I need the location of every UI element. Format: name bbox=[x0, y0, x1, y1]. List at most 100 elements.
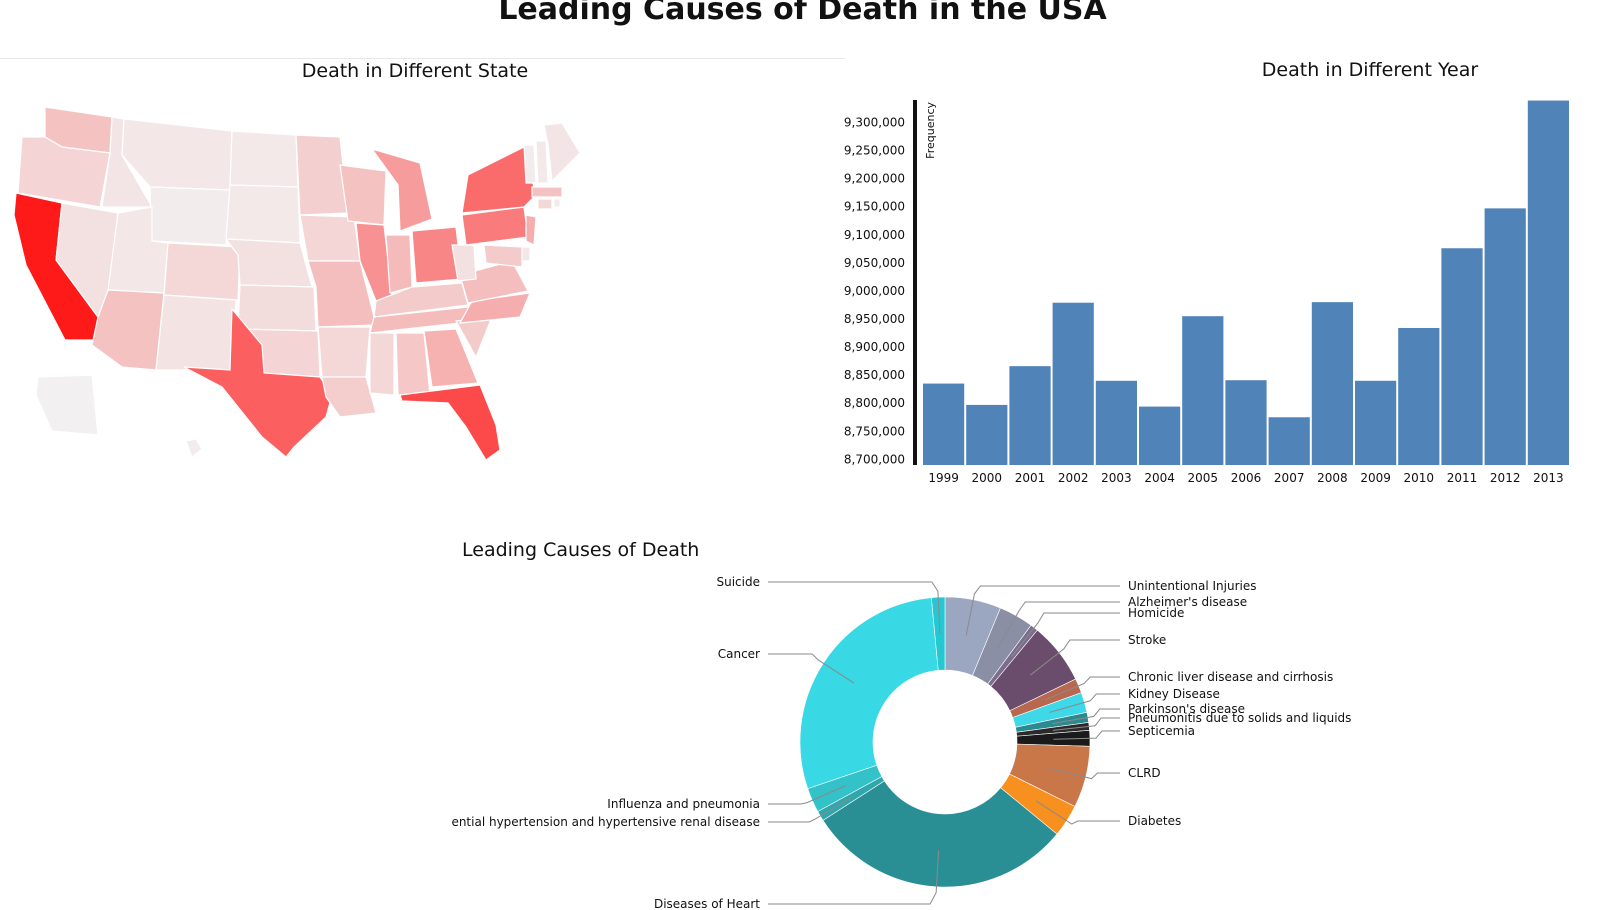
state-hi[interactable] bbox=[185, 438, 203, 458]
y-tick-label: 9,200,000 bbox=[844, 172, 905, 186]
slice-leader-line bbox=[1044, 676, 1120, 701]
bar-2000[interactable] bbox=[966, 404, 1008, 465]
x-tick-label: 2002 bbox=[1058, 471, 1089, 485]
slice-label: Septicemia bbox=[1128, 724, 1195, 738]
slice-label: Cancer bbox=[718, 647, 760, 661]
slice-label: CLRD bbox=[1128, 766, 1161, 780]
y-tick-label: 8,800,000 bbox=[844, 396, 905, 410]
slice-leader-line bbox=[1030, 639, 1120, 676]
y-tick-label: 9,300,000 bbox=[844, 115, 905, 129]
pie-chart-title: Leading Causes of Death bbox=[462, 539, 700, 561]
slice-label: Diseases of Heart bbox=[654, 897, 760, 910]
state-nj[interactable] bbox=[525, 214, 537, 246]
bar-2007[interactable] bbox=[1268, 417, 1310, 465]
state-ga[interactable] bbox=[423, 328, 479, 388]
section-divider bbox=[0, 58, 845, 59]
state-mo[interactable] bbox=[307, 260, 377, 328]
slice-leader-line bbox=[1052, 717, 1120, 731]
x-tick-label: 1999 bbox=[928, 471, 959, 485]
y-axis-label: Frequency bbox=[924, 102, 937, 159]
bar-2009[interactable] bbox=[1355, 380, 1397, 465]
state-ri[interactable] bbox=[553, 198, 561, 208]
x-tick-label: 2010 bbox=[1404, 471, 1435, 485]
x-tick-label: 2005 bbox=[1188, 471, 1219, 485]
state-md[interactable] bbox=[483, 244, 523, 268]
slice-label: ential hypertension and hypertensive ren… bbox=[451, 815, 760, 829]
x-tick-label: 2012 bbox=[1490, 471, 1521, 485]
y-tick-label: 9,250,000 bbox=[844, 144, 905, 158]
slice-leader-line bbox=[1051, 708, 1120, 725]
y-tick-label: 8,750,000 bbox=[844, 424, 905, 438]
slice-leader-line bbox=[1011, 612, 1120, 657]
bar-2011[interactable] bbox=[1441, 248, 1483, 465]
y-tick-label: 8,950,000 bbox=[844, 312, 905, 326]
state-tx[interactable] bbox=[183, 307, 333, 458]
y-tick-label: 9,000,000 bbox=[844, 284, 905, 298]
bar-2012[interactable] bbox=[1484, 208, 1526, 465]
x-tick-label: 2007 bbox=[1274, 471, 1305, 485]
map-title: Death in Different State bbox=[301, 60, 529, 82]
y-tick-label: 8,900,000 bbox=[844, 340, 905, 354]
state-va[interactable] bbox=[459, 260, 529, 304]
state-ma[interactable] bbox=[531, 186, 563, 198]
x-tick-label: 2008 bbox=[1317, 471, 1348, 485]
slice-label: Chronic liver disease and cirrhosis bbox=[1128, 670, 1333, 684]
slice-leader-line bbox=[768, 581, 941, 634]
slice-14[interactable] bbox=[799, 597, 939, 790]
slice-label: Homicide bbox=[1128, 606, 1184, 620]
state-nh[interactable] bbox=[535, 140, 549, 184]
state-co[interactable] bbox=[163, 242, 241, 301]
y-tick-label: 8,700,000 bbox=[844, 452, 905, 466]
bar-2001[interactable] bbox=[1009, 366, 1051, 465]
y-tick-label: 9,050,000 bbox=[844, 256, 905, 270]
slice-leader-line bbox=[768, 796, 852, 823]
bar-2008[interactable] bbox=[1311, 302, 1353, 465]
state-vt[interactable] bbox=[523, 144, 537, 184]
slice-leader-line bbox=[965, 585, 1120, 636]
state-me[interactable] bbox=[543, 122, 581, 183]
bar-1999[interactable] bbox=[923, 383, 965, 465]
slice-leader-line bbox=[1035, 800, 1120, 825]
state-mi[interactable] bbox=[370, 147, 433, 232]
x-tick-label: 2013 bbox=[1533, 471, 1564, 485]
bar-2010[interactable] bbox=[1398, 327, 1440, 465]
slice-label: Suicide bbox=[717, 575, 761, 589]
slice-label: Influenza and pneumonia bbox=[607, 797, 760, 811]
state-ct[interactable] bbox=[537, 198, 553, 210]
state-ny[interactable] bbox=[461, 146, 537, 214]
slice-15[interactable] bbox=[931, 596, 946, 671]
y-tick-label: 8,850,000 bbox=[844, 368, 905, 382]
bar-2006[interactable] bbox=[1225, 380, 1267, 465]
slice-leader-line bbox=[768, 785, 846, 805]
bar-2003[interactable] bbox=[1095, 380, 1137, 465]
page-title: Leading Causes of Death in the USA bbox=[498, 0, 1107, 27]
bar-2005[interactable] bbox=[1182, 316, 1224, 465]
slice-11[interactable] bbox=[822, 780, 1058, 888]
x-tick-label: 2004 bbox=[1144, 471, 1175, 485]
slice-leader-line bbox=[768, 653, 855, 684]
slice-label: Kidney Disease bbox=[1128, 687, 1220, 701]
us-choropleth-map[interactable] bbox=[0, 95, 600, 475]
slice-leader-line bbox=[1053, 730, 1120, 740]
state-ms[interactable] bbox=[369, 332, 395, 396]
x-tick-label: 2006 bbox=[1231, 471, 1262, 485]
slice-leader-line bbox=[1049, 693, 1120, 713]
x-tick-label: 2001 bbox=[1015, 471, 1046, 485]
slice-leader-line bbox=[1050, 767, 1120, 780]
state-layer bbox=[13, 106, 581, 461]
y-tick-label: 9,150,000 bbox=[844, 200, 905, 214]
slice-leader-line bbox=[997, 601, 1120, 648]
state-fl[interactable] bbox=[399, 384, 501, 461]
state-la[interactable] bbox=[321, 376, 377, 418]
y-tick-label: 9,100,000 bbox=[844, 228, 905, 242]
bar-2004[interactable] bbox=[1139, 406, 1181, 465]
bar-2002[interactable] bbox=[1052, 302, 1094, 465]
x-tick-label: 2000 bbox=[972, 471, 1003, 485]
slice-label: Alzheimer's disease bbox=[1128, 595, 1247, 609]
state-ak[interactable] bbox=[35, 374, 99, 436]
x-tick-label: 2009 bbox=[1360, 471, 1391, 485]
slice-label: Pneumonitis due to solids and liquids bbox=[1128, 711, 1351, 725]
bar-2013[interactable] bbox=[1527, 100, 1569, 466]
